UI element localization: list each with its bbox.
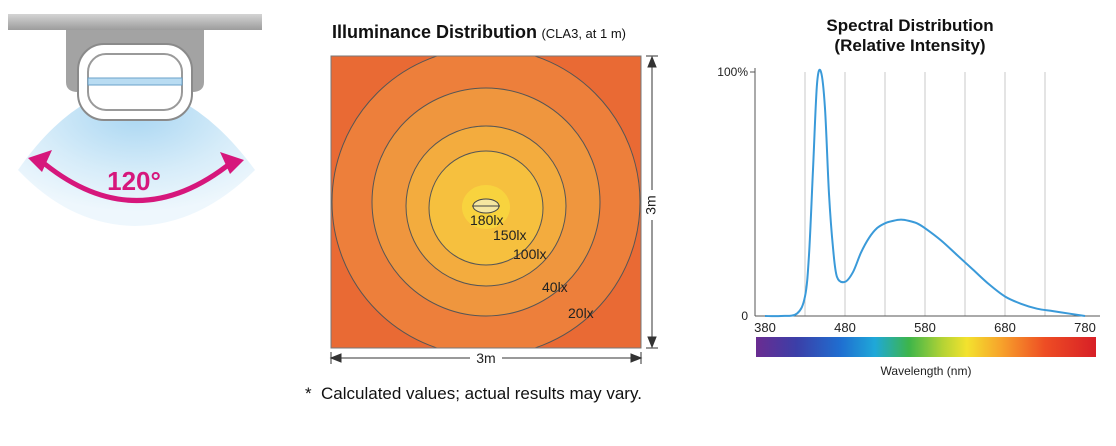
x-tick-label-380: 380 — [754, 320, 776, 335]
contour-label-150lx: 150lx — [493, 227, 526, 243]
height-label: 3m — [643, 195, 659, 214]
illuminance-title-sub: (CLA3, at 1 m) — [541, 26, 626, 41]
illuminance-diagram: 180lx 150lx 100lx 40lx 20lx 3m 3m — [300, 0, 700, 380]
wavelength-color-bar — [756, 337, 1096, 357]
contour-line-100lx — [405, 125, 567, 287]
note-asterisk: * — [305, 384, 312, 403]
width-label: 3m — [476, 350, 495, 366]
spectral-panel: Spectral Distribution (Relative Intensit… — [700, 0, 1116, 400]
beam-angle-arc — [38, 158, 234, 203]
contour-label-100lx: 100lx — [513, 246, 546, 262]
beam-angle-label: 120° — [107, 166, 161, 196]
fixture-led-strip — [87, 77, 183, 86]
spectral-curve — [764, 68, 1086, 318]
spectral-title: Spectral Distribution (Relative Intensit… — [760, 16, 1060, 56]
note-text: Calculated values; actual results may va… — [321, 384, 642, 403]
contour-label-20lx: 20lx — [568, 305, 594, 321]
y-label-top: 100% — [717, 65, 748, 79]
spectral-title-line2: (Relative Intensity) — [834, 36, 986, 55]
illuminance-panel: Illuminance Distribution (CLA3, at 1 m) … — [300, 0, 700, 446]
arc-arrow-left-icon — [28, 150, 52, 172]
spectral-title-line1: Spectral Distribution — [826, 16, 994, 35]
illuminance-title: Illuminance Distribution (CLA3, at 1 m) — [332, 22, 626, 43]
contour-label-180lx: 180lx — [470, 212, 503, 228]
mask-top — [300, 46, 700, 56]
y-label-bottom: 0 — [741, 309, 748, 323]
arc-arrow-right-icon — [220, 152, 244, 174]
x-tick-label-480: 480 — [834, 320, 856, 335]
contour-label-40lx: 40lx — [542, 279, 568, 295]
ceiling-bar — [8, 14, 262, 30]
illuminance-title-main: Illuminance Distribution — [332, 22, 538, 42]
beam-angle-illustration: 120° — [0, 0, 270, 240]
height-label-bg — [642, 190, 662, 220]
width-label-bg — [470, 350, 502, 368]
light-cone — [18, 85, 255, 226]
mask-left — [300, 0, 331, 380]
x-tick-labels: 380 480 580 680 780 — [754, 320, 1096, 335]
x-tick-label-680: 680 — [994, 320, 1016, 335]
illuminance-border — [330, 55, 642, 349]
contour-line-40lx — [371, 87, 601, 317]
spectral-gridlines — [804, 72, 1046, 316]
contour-line-150lx — [428, 150, 544, 266]
beam-angle-graphic: 120° — [8, 14, 262, 226]
x-tick-label-580: 580 — [914, 320, 936, 335]
x-tick-label-780: 780 — [1074, 320, 1096, 335]
spectral-chart: 100% 0 380 480 580 680 780 Wavelength (nm) — [717, 65, 1100, 378]
x-axis-label: Wavelength (nm) — [881, 364, 972, 378]
